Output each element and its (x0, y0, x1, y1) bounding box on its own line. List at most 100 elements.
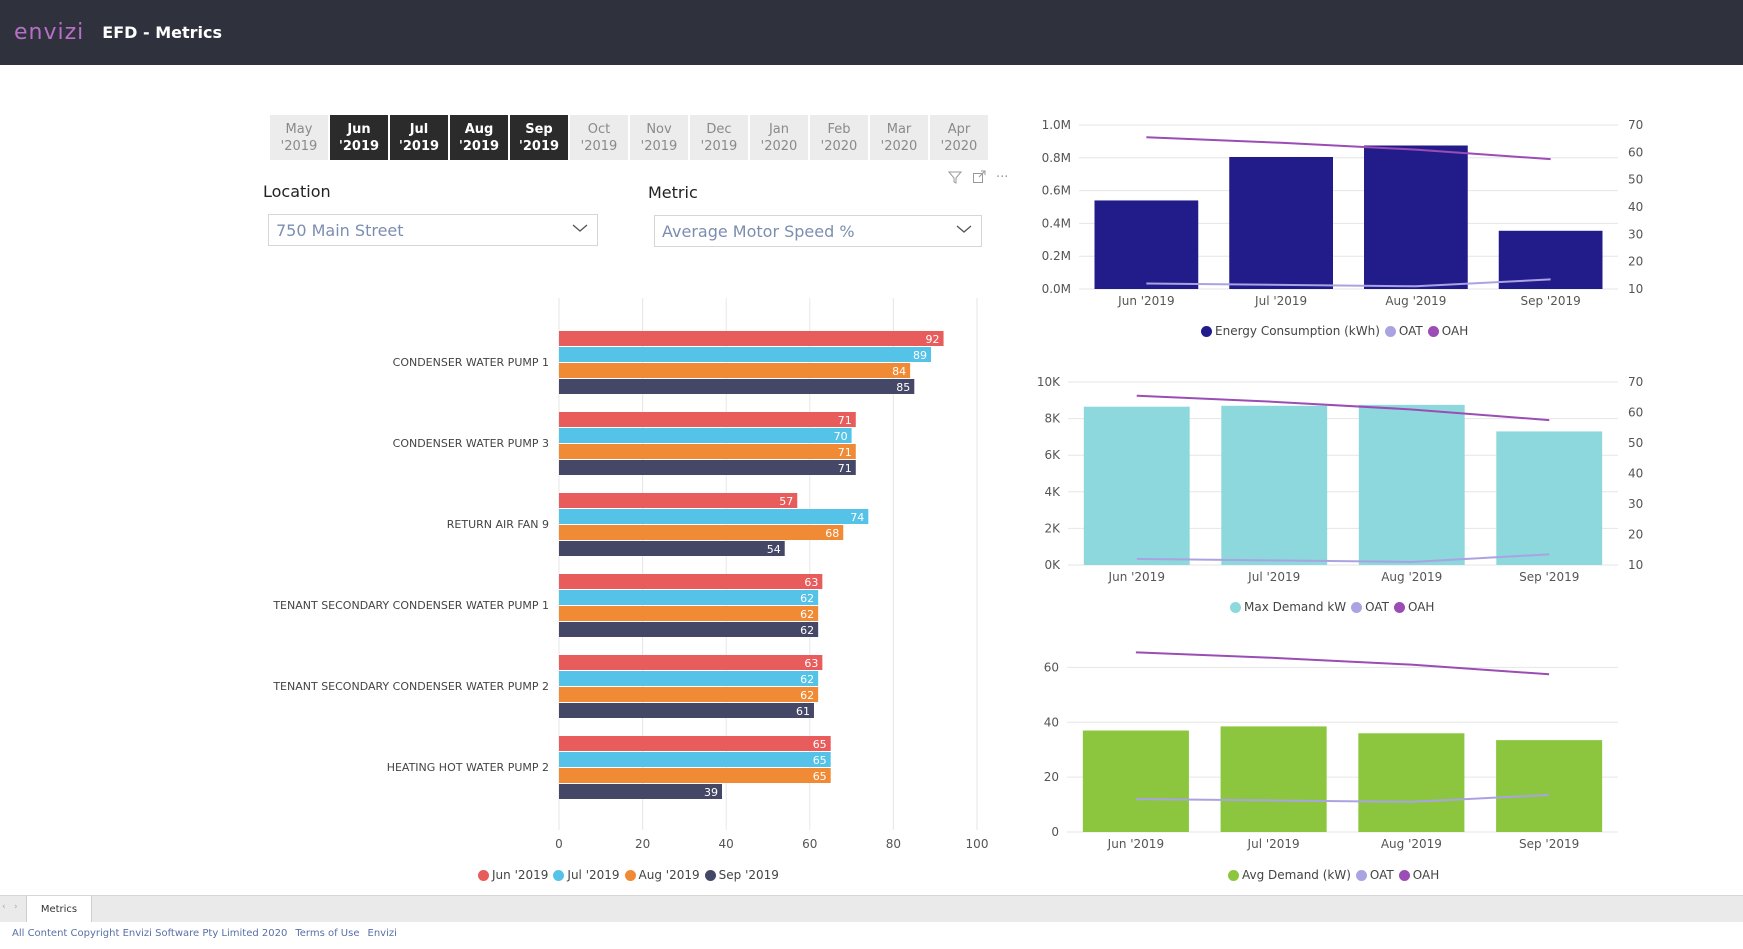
legend-item[interactable]: Max Demand kW (1230, 600, 1346, 614)
month-option[interactable]: Sep '2019 (510, 115, 568, 160)
year-label: '2020 (940, 138, 978, 154)
y2-tick-label: 20 (1628, 255, 1643, 269)
footer: All Content Copyright Envizi Software Pt… (12, 928, 397, 939)
bar (1496, 431, 1603, 565)
bar (1094, 200, 1199, 289)
x-tick-label: Aug '2019 (1381, 570, 1442, 584)
x-tick-label: Sep '2019 (1520, 294, 1580, 308)
legend-item[interactable]: OAH (1398, 868, 1439, 882)
legend-dot-oah (1427, 325, 1439, 337)
filter-icon[interactable] (947, 170, 963, 188)
metric-label: Metric (648, 183, 698, 202)
month-option[interactable]: Apr '2020 (930, 115, 988, 160)
bar-data-label: 62 (800, 608, 814, 621)
bar-data-label: 89 (913, 349, 927, 362)
oah-line (1136, 394, 1550, 422)
y2-tick-label: 40 (1628, 467, 1643, 481)
more-options-icon[interactable]: ··· (996, 170, 1009, 185)
y-tick-label: 10K (1037, 375, 1061, 389)
month-option[interactable]: Aug '2019 (450, 115, 508, 160)
bar-data-label: 71 (838, 462, 852, 475)
bar (559, 655, 823, 670)
tab-metrics[interactable]: Metrics (26, 896, 92, 922)
bar (559, 347, 932, 362)
tab-prev-icon[interactable]: ‹ (2, 902, 6, 912)
bar (1498, 230, 1603, 289)
legend-item[interactable]: OAH (1427, 324, 1468, 338)
legend-label: Max Demand kW (1244, 600, 1347, 614)
bar-data-label: 70 (834, 430, 848, 443)
legend-item[interactable]: OAT (1355, 868, 1394, 882)
brand-logo[interactable]: envizi (14, 20, 85, 45)
month-option[interactable]: Feb '2020 (810, 115, 868, 160)
y-tick-label: 8K (1044, 412, 1061, 426)
bar-data-label: 71 (838, 446, 852, 459)
envizi-link[interactable]: Envizi (367, 928, 397, 939)
legend-item[interactable]: Avg Demand (kW) (1228, 868, 1351, 882)
metric-value: Average Motor Speed % (662, 221, 855, 241)
bar (559, 752, 831, 767)
y2-tick-label: 60 (1628, 145, 1643, 159)
tab-next-icon[interactable]: › (14, 902, 18, 912)
legend-item[interactable]: Sep '2019 (704, 868, 779, 882)
y2-tick-label: 30 (1628, 497, 1643, 511)
bar-data-label: 62 (800, 624, 814, 637)
month-option[interactable]: May '2019 (270, 115, 328, 160)
bar (1363, 145, 1468, 289)
bar-data-label: 65 (813, 754, 827, 767)
bar-data-label: 54 (767, 543, 781, 556)
month-option[interactable]: Mar '2020 (870, 115, 928, 160)
legend-dot-oat (1351, 601, 1363, 613)
bar-data-label: 68 (825, 527, 839, 540)
bar (559, 444, 856, 459)
legend-item[interactable]: OAT (1384, 324, 1423, 338)
legend-item[interactable]: OAT (1351, 600, 1389, 614)
terms-link[interactable]: Terms of Use (295, 928, 360, 939)
category-label: CONDENSER WATER PUMP 1 (393, 356, 549, 369)
bar-data-label: 65 (813, 738, 827, 751)
bar-data-label: 63 (804, 576, 818, 589)
month-option[interactable]: Dec '2019 (690, 115, 748, 160)
x-tick-label: 100 (966, 837, 989, 851)
legend-item[interactable]: OAH (1393, 600, 1434, 614)
month-option[interactable]: Jun '2019 (330, 115, 388, 160)
legend-dot-avg-demand (1228, 869, 1239, 881)
legend-item[interactable]: Aug '2019 (624, 868, 700, 882)
focus-mode-icon[interactable] (972, 170, 986, 188)
y-tick-label: 1.0M (1042, 118, 1071, 132)
bar (559, 493, 798, 508)
bar-data-label: 62 (800, 673, 814, 686)
x-tick-label: Sep '2019 (1519, 570, 1579, 584)
location-dropdown[interactable]: 750 Main Street (268, 214, 598, 246)
bar (1083, 406, 1190, 565)
legend-item[interactable]: Energy Consumption (kWh) (1201, 324, 1380, 338)
month-option[interactable]: Jul '2019 (390, 115, 448, 160)
bar (1229, 156, 1334, 289)
legend-label: Sep '2019 (718, 868, 779, 882)
year-label: '2019 (640, 138, 678, 154)
month-label: Nov (646, 121, 672, 137)
legend-label: Aug '2019 (638, 868, 700, 882)
legend-dot-energy (1201, 325, 1212, 337)
y-tick-label: 4K (1044, 485, 1061, 499)
avg-demand-legend: Avg Demand (kW) OAT OAH (1228, 868, 1444, 882)
x-tick-label: Jul '2019 (1247, 837, 1300, 851)
x-tick-label: Aug '2019 (1385, 294, 1446, 308)
month-option[interactable]: Nov '2019 (630, 115, 688, 160)
y2-tick-label: 70 (1628, 118, 1643, 132)
y-tick-label: 20 (1044, 770, 1059, 784)
month-option[interactable]: Jan '2020 (750, 115, 808, 160)
month-label: Jul (409, 121, 429, 137)
category-label: CONDENSER WATER PUMP 3 (393, 437, 549, 450)
month-option[interactable]: Oct '2019 (570, 115, 628, 160)
bar-data-label: 62 (800, 592, 814, 605)
bar-data-label: 74 (850, 511, 864, 524)
bar (1358, 404, 1465, 565)
legend-dot-jun (478, 869, 489, 881)
bar (1496, 740, 1603, 832)
metric-dropdown[interactable]: Average Motor Speed % (654, 215, 982, 247)
legend-dot-aug (624, 869, 636, 881)
legend-item[interactable]: Jul '2019 (553, 868, 620, 882)
x-tick-label: 0 (555, 837, 563, 851)
legend-item[interactable]: Jun '2019 (478, 868, 548, 882)
